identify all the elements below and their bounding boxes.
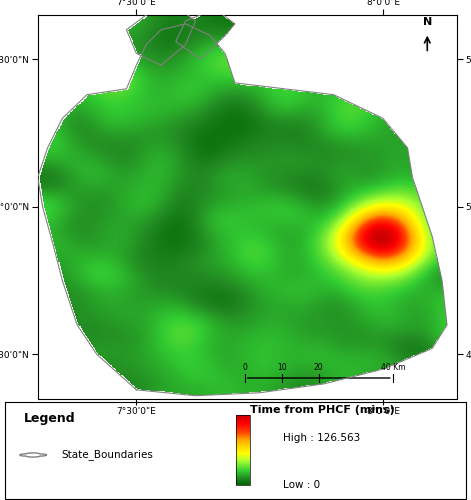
Text: State_Boundaries: State_Boundaries	[61, 450, 153, 460]
Text: 0: 0	[243, 362, 247, 372]
Text: 10: 10	[277, 362, 287, 372]
Text: 40 Km: 40 Km	[381, 362, 405, 372]
Text: Low : 0: Low : 0	[283, 480, 320, 490]
Text: 20: 20	[314, 362, 324, 372]
Text: N: N	[422, 17, 432, 27]
Text: High : 126.563: High : 126.563	[283, 433, 360, 443]
Text: Legend: Legend	[24, 412, 75, 425]
Text: Time from PHCF (mins): Time from PHCF (mins)	[250, 405, 394, 415]
